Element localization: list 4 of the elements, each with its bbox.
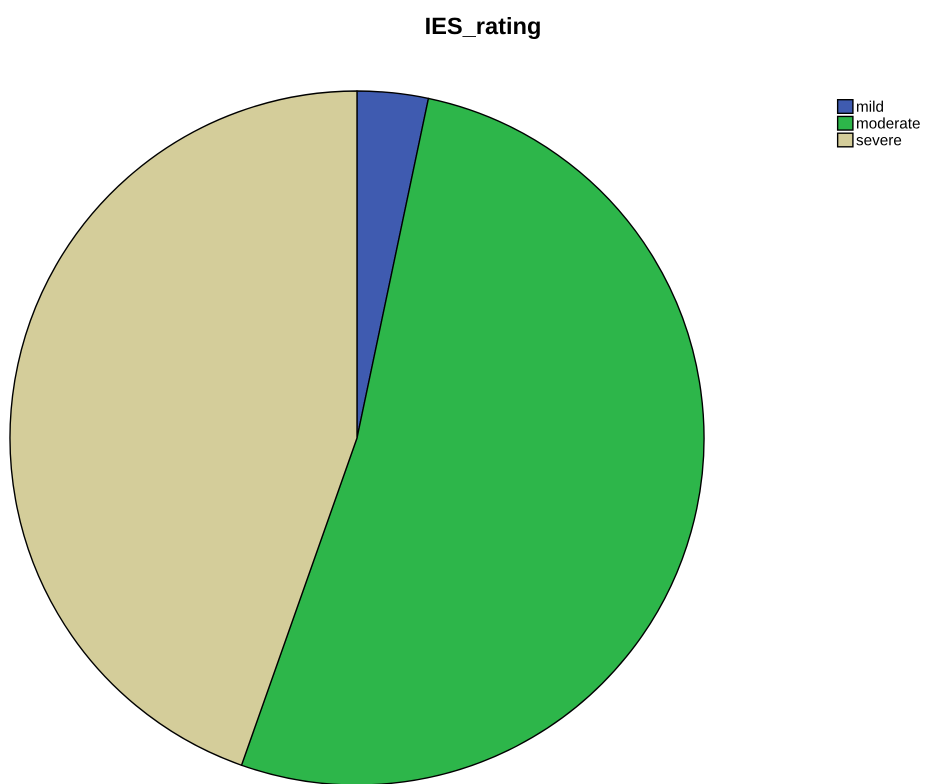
legend-label: severe (856, 137, 902, 146)
chart-title: IES_rating (426, 16, 540, 40)
legend-label: mild (856, 100, 883, 112)
legend-label: moderate (856, 117, 920, 129)
